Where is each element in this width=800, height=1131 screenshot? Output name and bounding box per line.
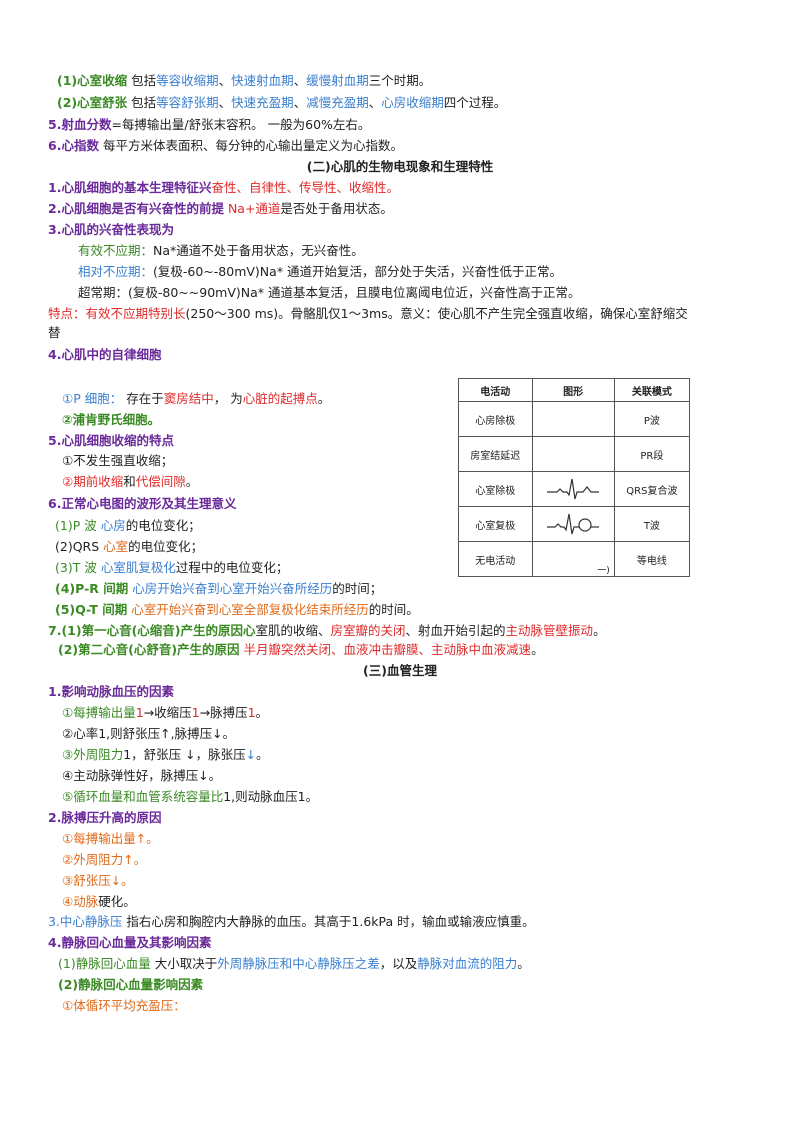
line-mean-filling-pressure: ①体循环平均充盈压： [62, 998, 186, 1013]
line-pp-4: ④动脉硬化。 [62, 894, 136, 909]
section-heading-3: (三)血管生理 [363, 663, 437, 678]
line-cardiac-index: 6.心指数 每平方米体表面积、每分钟的心输出量定义为心指数。 [48, 138, 403, 153]
table-cell: T波 [613, 506, 691, 542]
line-ventricular-diastole: (2)心室舒张 包括等容舒张期、快速充盈期、减慢充盈期、心房收缩期四个过程。 [57, 95, 507, 110]
table-header: 电活动 [458, 378, 533, 402]
line-qrs: (2)QRS 心室的电位变化； [55, 539, 204, 554]
table-cell: PR段 [613, 436, 691, 472]
line-pr-interval: (4)P-R 间期 心房开始兴奋到心室开始兴奋所经历的时间； [55, 581, 383, 596]
line-ejection-fraction: 5.射血分数=每搏输出量/舒张末容积。 一般为60%左右。 [48, 117, 371, 132]
line-venous-return-factors: (2)静脉回心血量影响因素 [58, 977, 204, 992]
line-blood-volume: ⑤循环血量和血管系统容量比1,则动脉血压1。 [62, 789, 319, 804]
line-myocardial-properties: 1.心肌细胞的基本生理特征兴奋性、自律性、传导性、收缩性。 [48, 180, 399, 195]
line-pp-2: ②外周阻力↑。 [62, 852, 147, 867]
table-cell: 房室结延迟 [458, 436, 533, 472]
table-row: 心房除极 P波 [458, 401, 691, 437]
table-row: 房室结延迟 PR段 [458, 436, 691, 472]
table-cell-figure [531, 401, 615, 437]
line-peripheral-resistance: ③外周阻力1，舒张压 ↓，脉张压↓。 [62, 747, 269, 762]
table-cell: 等电线 [613, 541, 691, 577]
table-cell-figure [531, 506, 615, 542]
line-aortic-elasticity: ④主动脉弹性好，脉搏压↓。 [62, 768, 222, 783]
line-feature: 特点：有效不应期特别长(250～300 ms)。骨骼肌仅1～3ms。意义：使心肌… [48, 306, 688, 321]
line-second-heart-sound: (2)第二心音(心舒音)产生的原因 半月瓣突然关闭、血液冲击瓣膜、主动脉中血液减… [58, 642, 544, 657]
table-cell: 心室除极 [458, 471, 533, 507]
line-ventricular-systole: (1)心室收缩 包括等容收缩期、快速射血期、缓慢射血期三个时期。 [57, 73, 432, 88]
line-excitability-heading: 3.心肌的兴奋性表现为 [48, 222, 174, 237]
table-row: 无电活动 一) 等电线 [458, 541, 691, 577]
line-first-heart-sound: 7.(1)第一心音(心缩音)产生的原因心室肌的收缩、房室瓣的关闭、射血开始引起的… [48, 623, 606, 638]
table-row: 心室复极 T波 [458, 506, 691, 542]
table-cell: P波 [613, 401, 691, 437]
ecg-table: 电活动 图形 关联模式 心房除极 P波 房室结延迟 PR段 心室除极 QRS复合… [458, 378, 691, 577]
line-pp-3: ③舒张压↓。 [62, 873, 134, 888]
line-purkinje: ②浦肯野氏细胞。 [62, 412, 161, 427]
line-stroke-volume: ①每搏输出量1→收缩压1→脉搏压1。 [62, 705, 269, 720]
table-cell: 无电活动 [458, 541, 533, 577]
line-excitability-premise: 2.心肌细胞是否有兴奋性的前提 Na+通道是否处于备用状态。 [48, 201, 393, 216]
table-header: 关联模式 [613, 378, 691, 402]
line-autorhythmic-heading: 4.心肌中的自律细胞 [48, 347, 162, 362]
line-contraction-heading: 5.心肌细胞收缩的特点 [48, 433, 174, 448]
table-cell: QRS复合波 [613, 471, 691, 507]
t-waveform-icon [547, 513, 600, 535]
table-cell: 心室复极 [458, 506, 533, 542]
table-cell: 心房除极 [458, 401, 533, 437]
table-cell-figure: 一) [531, 541, 615, 577]
line-venous-return-def: (1)静脉回心血量 大小取决于外周静脉压和中心静脉压之差，以及静脉对血流的阻力。 [58, 956, 530, 971]
table-header-row: 电活动 图形 关联模式 [458, 378, 691, 402]
line-pulse-pressure-heading: 2.脉搏压升高的原因 [48, 810, 162, 825]
line-heart-rate: ②心率1,则舒张压↑,脉搏压↓。 [62, 726, 236, 741]
table-row: 心室除极 QRS复合波 [458, 471, 691, 507]
line-qt-interval: (5)Q-T 间期 心室开始兴奋到心室全部复极化结束所经历的时间。 [55, 602, 419, 617]
qrs-waveform-icon [547, 478, 600, 500]
table-header: 图形 [531, 378, 615, 402]
line-supernormal: 超常期：(复极-80~~90mV)Na* 通道基本复活，且膜电位离阈电位近，兴奋… [78, 285, 581, 300]
line-bp-factors-heading: 1.影响动脉血压的因素 [48, 684, 174, 699]
line-effective-refractory: 有效不应期：Na*通道不处于备用状态，无兴奋性。 [78, 243, 364, 258]
section-heading-2: (二)心肌的生物电现象和生理特性 [306, 159, 494, 174]
line-premature: ②期前收缩和代偿间隙。 [62, 474, 199, 489]
line-p-cell: ①P 细胞： 存在于窦房结中， 为心脏的起搏点。 [62, 391, 331, 406]
table-cell-figure [531, 471, 615, 507]
table-cell-figure [531, 436, 615, 472]
line-no-tetanus: ①不发生强直收缩； [62, 453, 174, 468]
line-t-wave: (3)T 波 心室肌复极化过程中的电位变化； [55, 560, 289, 575]
line-relative-refractory: 相对不应期：(复极-60~-80mV)Na* 通道开始复活，部分处于失活，兴奋性… [78, 264, 563, 279]
line-ecg-heading: 6.正常心电图的波形及其生理意义 [48, 496, 237, 511]
line-cvp: 3.中心静脉压 指右心房和胸腔内大静脉的血压。其高于1.6kPa 时，输血或输液… [48, 914, 535, 929]
line-p-wave: (1)P 波 心房的电位变化； [55, 518, 201, 533]
line-feature-cont: 替 [48, 325, 61, 340]
line-venous-return-heading: 4.静脉回心血量及其影响因素 [48, 935, 212, 950]
line-pp-1: ①每搏输出量↑。 [62, 831, 159, 846]
